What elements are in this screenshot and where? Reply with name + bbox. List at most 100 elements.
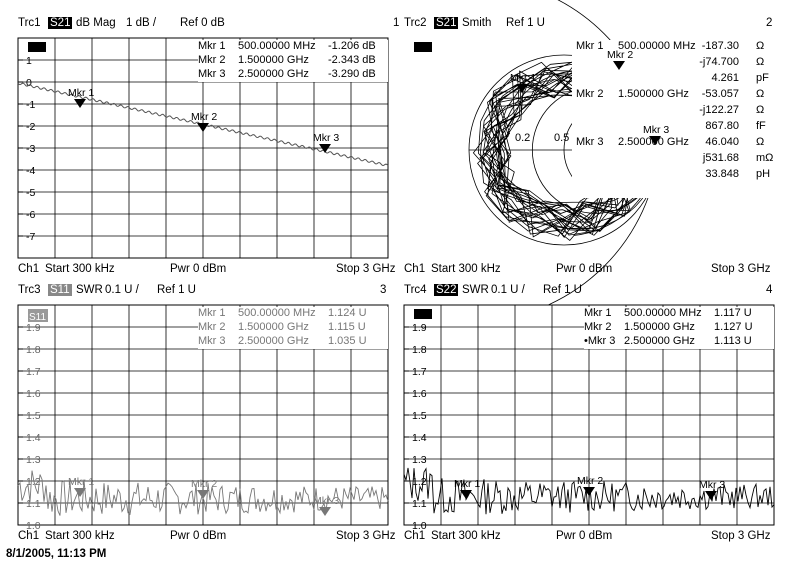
scale-label[interactable]: 0.1 U / xyxy=(491,284,525,296)
trace-footer: Ch1 Start 300 kHz Pwr 0 dBm Stop 3 GHz xyxy=(18,262,403,278)
marker-2[interactable]: Mkr 2 xyxy=(577,475,603,496)
marker-row: 867.80 fF xyxy=(705,120,766,132)
marker-3[interactable]: Mkr 3 xyxy=(313,132,339,153)
trace-box-label: S11 xyxy=(29,312,46,323)
trace-panel-3[interactable]: Trc3 S11 SWR 0.1 U / Ref 1 U 3 S11 1.9 1.… xyxy=(17,282,403,547)
stop-freq[interactable]: Stop 3 GHz xyxy=(336,530,396,542)
trace-panel-4[interactable]: Trc4 S22 SWR 0.1 U / Ref 1 U 4 1.9 1.8 1.7… xyxy=(403,282,789,547)
y-tick-label: 1.6 xyxy=(412,388,427,400)
power-label[interactable]: Pwr 0 dBm xyxy=(170,263,227,275)
y-tick-label: -2 xyxy=(26,121,35,133)
trace-name[interactable]: Trc2 xyxy=(404,17,427,29)
power-label[interactable]: Pwr 0 dBm xyxy=(556,530,613,542)
format-label[interactable]: Smith xyxy=(462,17,492,29)
marker-row: Mkr 2 1.500000 GHz -53.057 Ω xyxy=(576,88,765,100)
power-label[interactable]: Pwr 0 dBm xyxy=(556,263,613,275)
y-tick-label: 0 xyxy=(26,77,32,89)
trace-header: Trc4 S22 SWR 0.1 U / Ref 1 U 4 xyxy=(404,282,789,300)
marker-row: Mkr 2 1.500000 GHz -2.343 dB xyxy=(198,54,376,66)
timestamp: 8/1/2005, 11:13 PM xyxy=(6,548,107,560)
trace-header: Trc2 S21 Smith Ref 1 U 2 xyxy=(404,15,789,33)
channel-label[interactable]: Ch1 xyxy=(404,530,426,542)
marker-table: Mkr 1 500.00000 MHz -1.206 dB Mkr 2 1.500000… xyxy=(198,40,388,82)
y-tick-label: 1.6 xyxy=(26,388,41,400)
stop-freq[interactable]: Stop 3 GHz xyxy=(336,263,396,275)
start-freq[interactable]: Start 300 kHz xyxy=(45,530,115,542)
param-badge[interactable]: S22 xyxy=(434,284,459,296)
trace-indicator-box xyxy=(28,42,46,52)
scale-label[interactable]: 1 dB / xyxy=(126,17,157,29)
trace-index: 3 xyxy=(380,284,387,296)
y-tick-label: 1.9 xyxy=(412,322,427,334)
marker-label: Mkr 2 xyxy=(191,111,217,123)
trace-name[interactable]: Trc3 xyxy=(18,284,41,296)
marker-3[interactable]: Mkr 3 xyxy=(313,495,339,516)
marker-1[interactable]: Mkr 1 xyxy=(454,478,480,499)
trace-panel-2[interactable]: Trc2 S21 Smith Ref 1 U 2 Mkr 2 Mkr 3 Mkr 1… xyxy=(403,0,789,322)
marker-1[interactable]: Mkr 1 xyxy=(68,87,94,108)
param-badge[interactable]: S11 xyxy=(48,284,72,296)
marker-triangle xyxy=(319,507,331,516)
start-freq[interactable]: Start 300 kHz xyxy=(431,263,501,275)
marker-label: Mkr 3 xyxy=(699,479,725,491)
marker-row: Mkr 2 1.500000 GHz 1.127 U xyxy=(584,321,753,333)
trace-footer: Ch1 Start 300 kHz Pwr 0 dBm Stop 3 GHz xyxy=(18,529,403,545)
format-label[interactable]: SWR xyxy=(76,284,103,296)
marker-3[interactable]: Mkr 1 xyxy=(510,72,536,93)
marker-2[interactable]: Mkr 2 xyxy=(191,478,217,499)
channel-label[interactable]: Ch1 xyxy=(18,530,40,542)
ref-label[interactable]: Ref 1 U xyxy=(543,284,582,296)
stop-freq[interactable]: Stop 3 GHz xyxy=(711,263,771,275)
y-tick-label: 1.1 xyxy=(412,498,427,510)
marker-2[interactable]: Mkr 2 xyxy=(191,111,217,132)
stop-freq[interactable]: Stop 3 GHz xyxy=(711,530,771,542)
trace-header: Trc3 S11 SWR 0.1 U / Ref 1 U 3 xyxy=(18,282,403,300)
ref-label[interactable]: Ref 0 dB xyxy=(180,17,225,29)
marker-label: Mkr 1 xyxy=(510,72,536,84)
markers: Mkr 1 Mkr 2 Mkr 3 xyxy=(454,475,725,500)
marker-label: Mkr 1 xyxy=(68,476,94,488)
trace-name[interactable]: Trc4 xyxy=(404,284,427,296)
y-tick-label: 1.2 xyxy=(26,476,41,488)
param-badge[interactable]: S21 xyxy=(434,17,459,29)
y-tick-label: 1.2 xyxy=(412,476,427,488)
ref-label[interactable]: Ref 1 U xyxy=(157,284,196,296)
marker-table: Mkr 1 500.00000 MHz -187.30 Ω -j74.700 Ω 4.261… xyxy=(576,40,773,184)
trace-index: 4 xyxy=(766,284,773,296)
marker-row: Mkr 3 2.500000 GHz 46.040 Ω xyxy=(576,136,765,148)
y-tick-label: 1.5 xyxy=(412,410,427,422)
channel-label[interactable]: Ch1 xyxy=(404,263,426,275)
marker-row: Mkr 2 1.500000 GHz 1.115 U xyxy=(198,321,366,333)
y-tick-label: 1.9 xyxy=(26,322,41,334)
format-label[interactable]: SWR xyxy=(462,284,489,296)
start-freq[interactable]: Start 300 kHz xyxy=(431,530,501,542)
marker-label: Mkr 3 xyxy=(313,495,339,507)
marker-row: Mkr 1 500.00000 MHz -1.206 dB xyxy=(198,40,376,52)
power-label[interactable]: Pwr 0 dBm xyxy=(170,530,227,542)
markers: Mkr 1 Mkr 2 Mkr 3 xyxy=(68,476,339,516)
start-freq[interactable]: Start 300 kHz xyxy=(45,263,115,275)
trace-name[interactable]: Trc1 xyxy=(18,17,41,29)
channel-label[interactable]: Ch1 xyxy=(18,263,40,275)
marker-triangle xyxy=(74,99,86,108)
marker-label: Mkr 2 xyxy=(577,475,603,487)
marker-triangle xyxy=(516,84,528,93)
trace-footer: Ch1 Start 300 kHz Pwr 0 dBm Stop 3 GHz xyxy=(404,262,789,278)
marker-row: Mkr 1 500.00000 MHz 1.117 U xyxy=(584,307,752,319)
marker-1[interactable]: Mkr 2 xyxy=(607,49,633,70)
marker-label: Mkr 1 xyxy=(68,87,94,99)
marker-2[interactable]: Mkr 3 xyxy=(643,124,669,145)
scale-label[interactable]: 0.1 U / xyxy=(105,284,139,296)
trace-panel-1[interactable]: Trc1 S21 dB Mag 1 dB / Ref 0 dB 1 1 0 -1 -2… xyxy=(17,15,403,280)
format-label[interactable]: dB Mag xyxy=(76,17,116,29)
marker-triangle xyxy=(74,488,86,497)
marker-3[interactable]: Mkr 3 xyxy=(699,479,725,500)
ref-label[interactable]: Ref 1 U xyxy=(506,17,545,29)
param-badge[interactable]: S21 xyxy=(48,17,73,29)
marker-row: 4.261 pF xyxy=(711,72,769,84)
marker-1[interactable]: Mkr 1 xyxy=(68,476,94,497)
marker-label: Mkr 3 xyxy=(313,132,339,144)
trace-indicator-box xyxy=(28,309,48,322)
smith-chart[interactable]: Mkr 2 Mkr 3 Mkr 1 0.2 0.5 xyxy=(403,0,789,322)
y-ticks: 1.9 1.8 1.7 1.6 1.5 1.4 1.3 1.2 1.1 1.0 xyxy=(404,322,427,532)
